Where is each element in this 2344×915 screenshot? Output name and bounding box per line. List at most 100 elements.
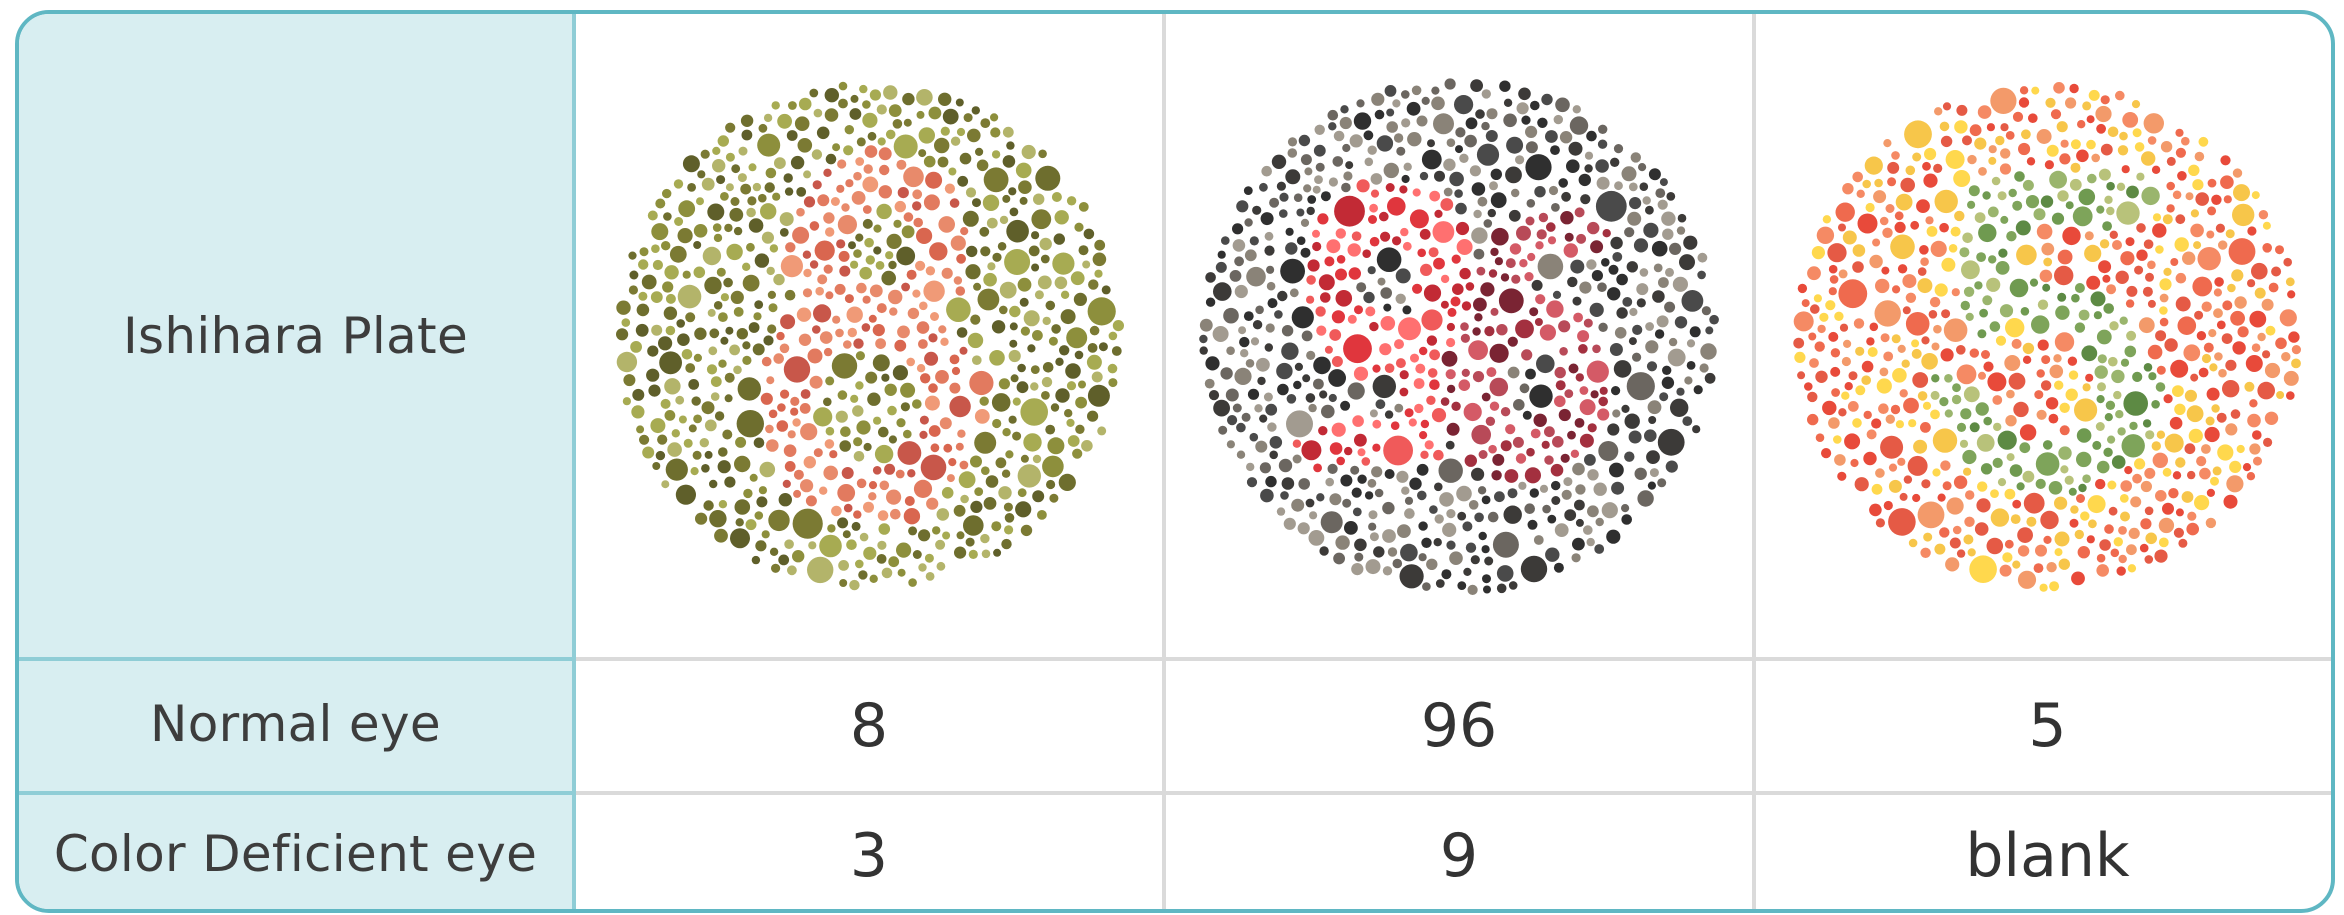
plate-dot (1065, 362, 1081, 379)
plate-dot (1552, 290, 1562, 299)
plate-dot (2040, 379, 2051, 391)
plate-dot (1347, 381, 1365, 400)
plate-dot (2212, 307, 2223, 318)
plate-dot (1020, 524, 1033, 536)
plate-dot (2256, 381, 2275, 399)
plate-dot (1553, 562, 1564, 573)
plate-dot (1267, 421, 1277, 432)
plate-dot (1328, 393, 1337, 402)
plate-dot (1259, 461, 1271, 473)
plate-dot (1894, 210, 1904, 220)
plate-dot (703, 499, 714, 511)
plate-dot (1592, 344, 1601, 353)
plate-dot (2018, 96, 2029, 108)
plate-dot (859, 266, 872, 279)
plate-dot (1697, 270, 1706, 279)
plate-dot (1924, 215, 1934, 224)
plate-dot (1524, 466, 1541, 483)
plate-dot (885, 129, 896, 139)
plate-dot (1553, 114, 1563, 124)
plate-dot (1416, 463, 1429, 476)
plate-dot (1376, 134, 1394, 152)
plate-dot (2011, 200, 2022, 211)
plate-dot (2022, 355, 2031, 364)
plate-dot (1032, 489, 1045, 502)
plate-dot (2050, 108, 2061, 119)
plate-dot (1333, 130, 1345, 141)
plate-dot (950, 136, 961, 146)
plate-dot (1246, 476, 1258, 487)
plate-dot (1559, 346, 1568, 356)
plate-dot (716, 174, 726, 184)
plate-dot (1281, 324, 1294, 336)
plate-dot (809, 220, 820, 231)
plate-dot (685, 362, 696, 373)
plate-dot (1415, 363, 1426, 374)
plate-dot (2109, 230, 2118, 239)
plate-dot (2077, 545, 2090, 558)
plate-dot (2254, 287, 2266, 299)
plate-dot (1280, 490, 1289, 500)
plate-dot (1399, 369, 1409, 379)
plate-dot (830, 196, 840, 206)
plate-dot (1347, 242, 1361, 257)
plate-dot (1597, 407, 1610, 421)
ishihara-table: Ishihara Plate Normal eye Color Deficien… (15, 10, 2335, 913)
plate-dot (912, 188, 923, 199)
plate-dot (1107, 363, 1118, 373)
plate-dot (641, 274, 657, 289)
plate-dot (2069, 178, 2082, 191)
plate-dot (1226, 345, 1235, 355)
plate-dot (1417, 248, 1426, 257)
ishihara-plate-2-image (1199, 77, 1719, 595)
plate-dot (1574, 417, 1585, 428)
plate-dot (2096, 394, 2105, 403)
plate-dot (875, 260, 885, 270)
plate-dot (1444, 77, 1456, 90)
plate-dot (1960, 300, 1970, 310)
plate-dot (1657, 477, 1667, 487)
plate-dot (1879, 216, 1888, 225)
plate-dot (1075, 396, 1087, 408)
plate-dot (837, 214, 857, 234)
plate-dot (1038, 149, 1047, 158)
plate-dot (1564, 508, 1577, 521)
plate-dot (1607, 422, 1620, 436)
plate-dot (1507, 487, 1518, 498)
plate-dot (835, 328, 844, 337)
plate-dot (1292, 439, 1302, 448)
plate-dot (665, 293, 676, 304)
plate-dot (2131, 99, 2140, 108)
plate-dot (786, 129, 798, 141)
plate-dot (718, 446, 728, 457)
plate-dot (928, 106, 942, 119)
plate-dot (2096, 553, 2105, 562)
plate-dot (1504, 468, 1519, 483)
plate-dot (752, 342, 765, 355)
plate-dot (2019, 423, 2036, 441)
plate-dot (1412, 187, 1421, 197)
plate-dot (896, 542, 912, 558)
plate-dot (900, 401, 910, 411)
plate-dot (1551, 202, 1560, 212)
plate-dot (2061, 226, 2081, 245)
plate-dot (1054, 276, 1068, 289)
plate-cell-3 (1756, 14, 2331, 657)
plate-dot (859, 84, 868, 93)
plate-dot (1587, 422, 1597, 432)
plate-dot (1882, 138, 1891, 147)
plate-dot (824, 438, 835, 449)
plate-dot (837, 516, 849, 528)
plate-dot (1002, 154, 1016, 168)
plate-dot (938, 215, 955, 233)
plate-dot (2095, 123, 2106, 134)
plate-dot (969, 370, 994, 395)
plate-dot (1854, 476, 1869, 491)
plate-dot (888, 555, 900, 567)
plate-dot (1351, 562, 1364, 575)
plate-dot (1314, 124, 1325, 135)
plate-dot (2059, 402, 2070, 413)
plate-dot (2093, 310, 2102, 319)
plate-dot (742, 355, 752, 365)
plate-dot (752, 182, 762, 191)
